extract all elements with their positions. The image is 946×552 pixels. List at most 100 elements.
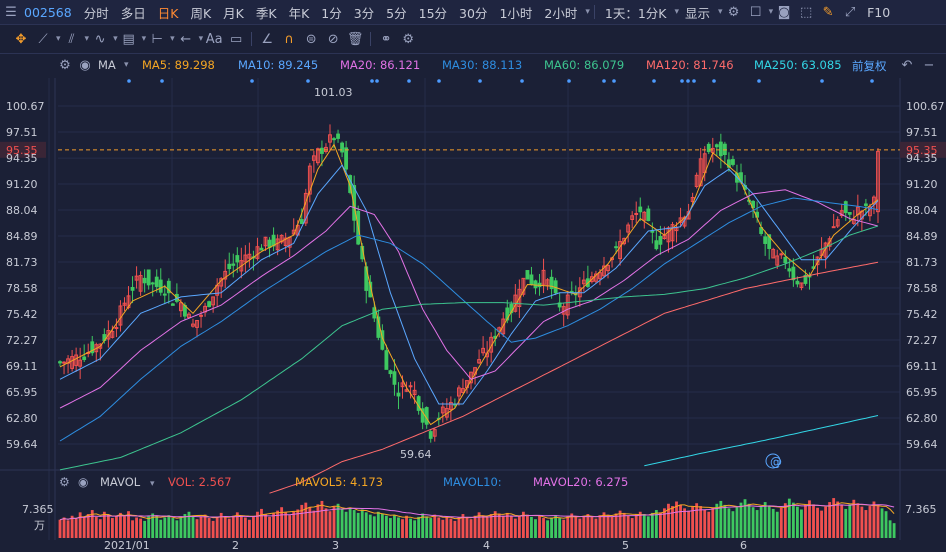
ma-line-ma30 bbox=[59, 197, 879, 442]
chevron-down-icon[interactable]: ▾ bbox=[84, 34, 90, 44]
volume-bar bbox=[123, 516, 126, 538]
period-tab[interactable]: 2小时 bbox=[544, 5, 578, 21]
menu-icon[interactable]: ☰ bbox=[5, 4, 17, 20]
range-select[interactable]: 1天：1分K bbox=[604, 5, 667, 21]
settings-icon[interactable]: ⚙ bbox=[59, 475, 70, 489]
settings-icon[interactable]: ⚙ bbox=[727, 4, 740, 20]
undo-icon[interactable]: ↶ bbox=[901, 57, 913, 73]
chevron-down-icon[interactable]: ▾ bbox=[718, 7, 723, 17]
hide-icon[interactable]: ⊘ bbox=[327, 31, 339, 47]
vol-indicator-label[interactable]: MAVOL bbox=[100, 475, 141, 489]
minus-icon[interactable]: − bbox=[923, 57, 935, 73]
chevron-down-icon[interactable]: ▾ bbox=[124, 60, 129, 70]
period-tab[interactable]: 15分 bbox=[418, 5, 448, 21]
chevron-down-icon[interactable]: ▾ bbox=[150, 479, 155, 489]
trend-line-icon[interactable]: ⟋ bbox=[38, 31, 48, 47]
candle-body bbox=[199, 314, 203, 317]
volume-bar bbox=[671, 506, 674, 538]
move-cross-icon[interactable]: ✥ bbox=[15, 31, 27, 47]
event-dot bbox=[407, 79, 411, 83]
chevron-down-icon[interactable]: ▾ bbox=[141, 34, 147, 44]
period-tab[interactable]: 周K bbox=[190, 5, 212, 21]
measure-icon[interactable]: ⊢ bbox=[151, 31, 163, 47]
last-price-tag bbox=[900, 141, 946, 158]
fibonacci-icon[interactable]: ▤ bbox=[122, 31, 135, 47]
event-dot bbox=[652, 79, 656, 83]
period-tab[interactable]: 季K bbox=[255, 5, 277, 21]
divider bbox=[370, 32, 372, 46]
volume-bar bbox=[465, 516, 469, 538]
candle-body bbox=[843, 201, 848, 214]
volume-bar bbox=[469, 519, 473, 538]
settings-icon[interactable]: ⚙ bbox=[402, 31, 415, 47]
volume-bar bbox=[642, 514, 646, 538]
candle-body bbox=[166, 280, 171, 294]
y-tick-label: 78.58 bbox=[906, 282, 938, 295]
ruler-icon[interactable]: ∠ bbox=[261, 31, 274, 47]
wave-icon[interactable]: ∿ bbox=[94, 31, 106, 47]
candle-body bbox=[529, 274, 534, 285]
candle-body bbox=[126, 295, 131, 309]
volume-bar bbox=[344, 511, 348, 538]
period-tab[interactable]: 3分 bbox=[353, 5, 375, 21]
channel-icon[interactable]: ⫽ bbox=[68, 31, 75, 47]
event-dot bbox=[375, 79, 379, 83]
settings-icon[interactable]: ⚙ bbox=[59, 57, 71, 73]
crop-icon[interactable]: ⬚ bbox=[799, 4, 813, 20]
comment-icon[interactable]: ▭ bbox=[230, 31, 243, 47]
volume-bar bbox=[675, 501, 678, 538]
period-tab[interactable]: 1分 bbox=[321, 5, 342, 21]
x-tick-label: 3 bbox=[332, 539, 339, 552]
adjust-mode[interactable]: 前复权 bbox=[852, 59, 887, 73]
candle-body bbox=[227, 263, 232, 270]
volume-bar bbox=[836, 501, 840, 538]
compare-icon[interactable]: ⚭ bbox=[380, 31, 392, 47]
volume-bar bbox=[646, 516, 650, 538]
chevron-down-icon[interactable]: ▾ bbox=[198, 34, 204, 44]
chevron-down-icon[interactable]: ▾ bbox=[674, 7, 680, 17]
volume-bar bbox=[94, 516, 98, 538]
chevron-down-icon[interactable]: ▾ bbox=[170, 34, 175, 44]
period-tab[interactable]: 月K bbox=[223, 5, 244, 21]
period-tab-active[interactable]: 日K bbox=[157, 5, 179, 21]
volume-bar bbox=[348, 507, 352, 538]
event-dot bbox=[127, 79, 131, 83]
checkbox-icon[interactable]: ☐ bbox=[749, 4, 762, 20]
candle-body bbox=[461, 388, 465, 394]
period-tab[interactable]: 5分 bbox=[386, 5, 407, 21]
volume-bar bbox=[872, 501, 876, 538]
ma-indicator-label[interactable]: MA bbox=[98, 58, 116, 72]
f10-button[interactable]: F10 bbox=[867, 4, 891, 20]
link-icon[interactable]: ⊜ bbox=[305, 31, 317, 47]
eye-icon[interactable]: ◉ bbox=[79, 57, 91, 73]
volume-bar bbox=[731, 511, 735, 538]
chevron-down-icon[interactable]: ▾ bbox=[56, 34, 61, 44]
chevron-down-icon[interactable]: ▾ bbox=[113, 34, 118, 44]
period-tab[interactable]: 30分 bbox=[459, 5, 488, 21]
volume-bar bbox=[437, 517, 441, 538]
delete-icon[interactable]: 🗑 bbox=[346, 31, 364, 47]
stock-code[interactable]: 002568 bbox=[24, 4, 72, 20]
arrow-icon[interactable]: ← bbox=[180, 31, 192, 47]
candle-body bbox=[876, 150, 880, 213]
volume-bar bbox=[477, 512, 481, 538]
volume-bar bbox=[90, 510, 94, 538]
eye-icon[interactable]: ◉ bbox=[78, 475, 88, 489]
camera-icon[interactable]: ◙ bbox=[777, 4, 791, 20]
period-tab[interactable]: 多日 bbox=[120, 5, 146, 21]
volume-bar bbox=[102, 511, 106, 538]
period-tab[interactable]: 分时 bbox=[83, 5, 109, 21]
period-tab[interactable]: 年K bbox=[288, 5, 310, 21]
chevron-down-icon[interactable]: ▾ bbox=[768, 7, 774, 17]
text-icon[interactable]: Aa bbox=[205, 31, 223, 47]
volume-bar bbox=[566, 516, 570, 538]
pencil-icon[interactable]: ✎ bbox=[822, 4, 834, 20]
display-menu[interactable]: 显示 bbox=[685, 5, 711, 21]
period-tab[interactable]: 1小时 bbox=[499, 5, 533, 21]
volume-bar bbox=[276, 510, 280, 538]
fullscreen-icon[interactable]: ⤢ bbox=[844, 4, 856, 20]
chevron-down-icon[interactable]: ▾ bbox=[585, 7, 590, 17]
y-tick-label: 59.64 bbox=[6, 438, 38, 451]
magnet-icon[interactable]: ∩ bbox=[284, 31, 294, 47]
